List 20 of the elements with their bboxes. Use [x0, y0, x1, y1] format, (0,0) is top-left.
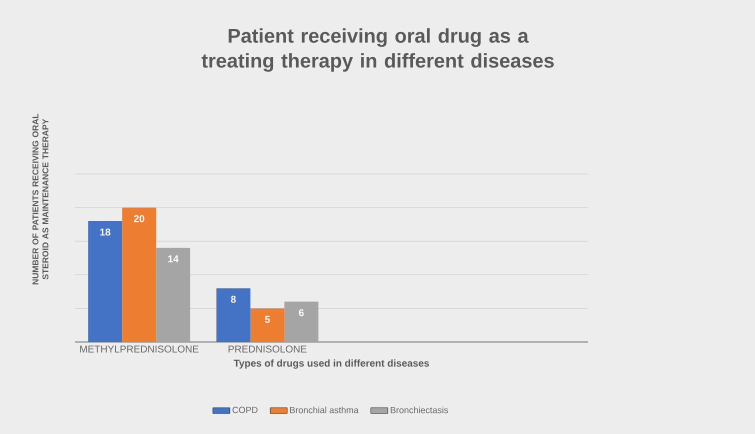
- legend-label: Bronchiectasis: [390, 406, 448, 414]
- data-label: 18: [100, 228, 110, 236]
- legend-label: Bronchial asthma: [290, 406, 359, 414]
- bar: [156, 248, 190, 342]
- bar: [250, 308, 284, 342]
- data-label: 8: [230, 296, 236, 303]
- chart-title: Patient receiving oral drug as a treating therapy in different diseases: [202, 28, 554, 72]
- bar: [284, 302, 318, 342]
- bar: [216, 288, 250, 342]
- data-label: 5: [264, 316, 270, 323]
- x-tick-label: PREDNISOLONE: [228, 346, 307, 353]
- x-tick-label: METHYLPREDNISOLONE: [80, 346, 198, 353]
- data-label: 14: [168, 255, 179, 262]
- data-label: 6: [298, 309, 304, 316]
- bar: [122, 208, 156, 342]
- y-axis-title: NUMBER OF PATIENTS RECEIVING ORAL STEROID AS MAINTENANCE THERAPY: [32, 114, 48, 284]
- legend-label: COPD: [232, 406, 258, 414]
- bar: [88, 221, 122, 342]
- data-label: 20: [134, 215, 144, 222]
- x-axis-title: Types of drugs used in different diseases: [234, 359, 429, 369]
